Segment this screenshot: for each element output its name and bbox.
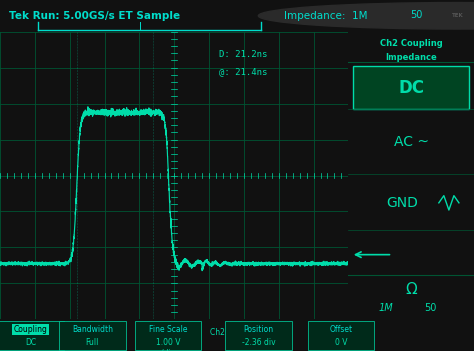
FancyBboxPatch shape [0, 321, 64, 350]
Text: AC ~: AC ~ [394, 135, 428, 150]
Text: TEK: TEK [452, 13, 463, 18]
Text: Offset: Offset [330, 325, 353, 334]
Text: 1.00 VΩ: 1.00 VΩ [96, 327, 127, 337]
Text: -2.36 div: -2.36 div [242, 338, 275, 347]
Text: Bandwidth: Bandwidth [72, 325, 113, 334]
FancyBboxPatch shape [59, 321, 126, 350]
Text: 0 V: 0 V [335, 338, 347, 347]
Text: Ω: Ω [405, 282, 417, 297]
Text: DC: DC [398, 79, 424, 97]
FancyBboxPatch shape [135, 321, 201, 350]
FancyBboxPatch shape [308, 321, 374, 350]
Text: M 10.0ns: M 10.0ns [150, 327, 184, 337]
Text: Fine Scale: Fine Scale [149, 325, 188, 334]
Text: Impedance: Impedance [385, 53, 437, 62]
Text: Impedance:  1M: Impedance: 1M [284, 11, 368, 21]
Text: DC: DC [25, 338, 36, 347]
Text: 1.22 V: 1.22 V [253, 327, 277, 337]
Text: 1M: 1M [379, 303, 393, 313]
Text: Position: Position [243, 325, 273, 334]
Text: GND: GND [386, 196, 418, 210]
Text: D: 21.2ns: D: 21.2ns [219, 49, 268, 59]
Circle shape [258, 2, 474, 29]
FancyBboxPatch shape [354, 66, 469, 109]
Text: Ch2 ʃ: Ch2 ʃ [210, 327, 229, 337]
Text: @: 21.4ns: @: 21.4ns [219, 67, 268, 77]
Text: 50: 50 [424, 303, 436, 313]
Text: Ch2 Coupling: Ch2 Coupling [380, 39, 443, 48]
Text: Coupling: Coupling [14, 325, 48, 334]
Text: 50: 50 [410, 10, 422, 20]
FancyBboxPatch shape [225, 321, 292, 350]
Text: Full: Full [86, 338, 99, 347]
Text: 1.00 V
/div: 1.00 V /div [156, 338, 181, 351]
Text: Ch2: Ch2 [55, 327, 70, 337]
FancyBboxPatch shape [396, 5, 436, 27]
Text: Tek Run: 5.00GS/s ET Sample: Tek Run: 5.00GS/s ET Sample [9, 11, 181, 21]
